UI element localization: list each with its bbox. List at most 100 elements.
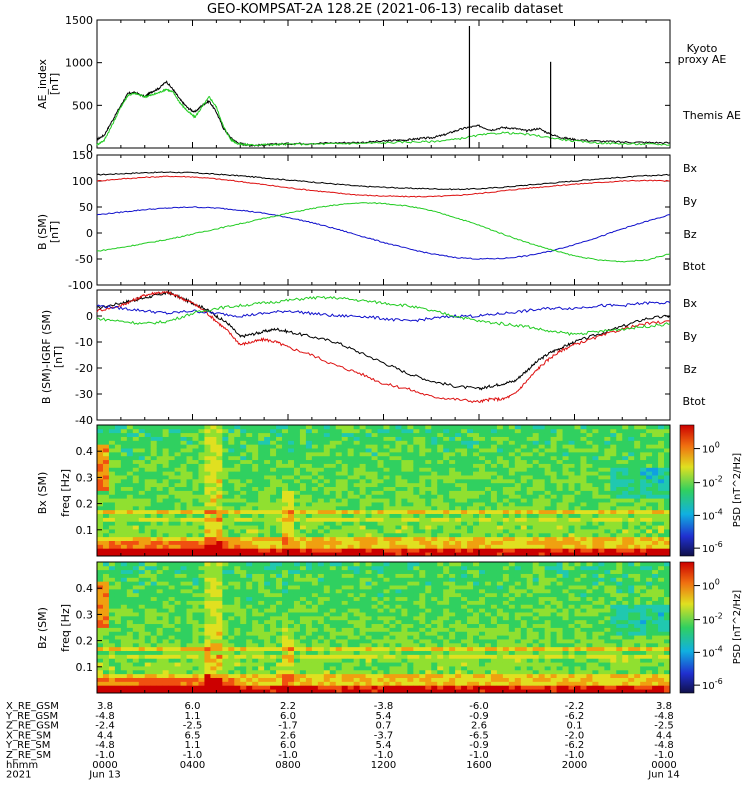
heatmap-cell	[341, 650, 349, 655]
heatmap-cell	[264, 565, 271, 571]
heatmap-cell	[102, 425, 110, 430]
heatmap-cell	[538, 451, 546, 457]
heatmap-cell	[282, 619, 289, 625]
heatmap-cell	[544, 471, 552, 476]
heatmap-cell	[162, 525, 170, 530]
heatmap-cell	[640, 448, 647, 453]
heatmap-cell	[347, 448, 355, 453]
heatmap-cell	[479, 451, 486, 457]
heatmap-cell	[347, 440, 355, 445]
heatmap-cell	[192, 471, 199, 476]
heatmap-cell	[443, 440, 450, 445]
heatmap-cell	[186, 451, 193, 457]
heatmap-cell	[443, 544, 450, 549]
bsm-legend-by: By	[683, 195, 698, 208]
heatmap-cell	[246, 467, 253, 472]
colorbar-tick-label: 100	[702, 441, 720, 456]
heatmap-cell	[228, 685, 235, 690]
heatmap-cell	[383, 540, 390, 545]
heatmap-cell	[288, 432, 295, 437]
heatmap-cell	[401, 525, 408, 530]
heatmap-cell	[216, 455, 223, 461]
heatmap-cell	[323, 650, 331, 655]
heatmap-cell	[114, 494, 122, 499]
heatmap-cell	[484, 544, 492, 549]
heatmap-cell	[228, 627, 235, 632]
heatmap-cell	[371, 498, 378, 503]
heatmap-cell	[586, 490, 593, 495]
heatmap-cell	[544, 548, 552, 553]
heatmap-cell	[443, 482, 450, 488]
heatmap-cell	[114, 600, 122, 605]
heatmap-cell	[228, 517, 235, 522]
heatmap-cell	[156, 440, 164, 445]
heatmap-cell	[216, 650, 223, 655]
heatmap-cell	[413, 436, 420, 441]
heatmap-cell	[652, 455, 659, 461]
heatmap-cell	[341, 529, 349, 534]
heatmap-cell	[353, 529, 361, 534]
heatmap-cell	[150, 562, 158, 567]
heatmap-cell	[335, 451, 343, 457]
heatmap-cell	[335, 596, 343, 601]
heatmap-cell	[192, 502, 199, 507]
heatmap-cell	[168, 689, 175, 694]
heatmap-cell	[586, 463, 593, 468]
heatmap-cell	[168, 619, 175, 625]
heatmap-cell	[288, 463, 295, 468]
heatmap-cell	[246, 471, 253, 476]
heatmap-cell	[288, 448, 295, 453]
heatmap-cell	[592, 451, 599, 457]
heatmap-cell	[282, 642, 289, 648]
heatmap-cell	[556, 517, 563, 522]
heatmap-cell	[252, 588, 259, 594]
heatmap-cell	[490, 502, 498, 507]
heatmap-cell	[622, 502, 629, 507]
heatmap-cell	[407, 525, 414, 530]
heatmap-cell	[252, 475, 259, 480]
heatmap-cell	[216, 623, 223, 628]
heatmap-cell	[550, 463, 557, 468]
heatmap-cell	[108, 631, 116, 636]
heatmap-cell	[258, 565, 265, 571]
heatmap-cell	[538, 498, 546, 503]
heatmap-cell	[138, 654, 146, 659]
heatmap-cell	[228, 592, 235, 598]
heatmap-cell	[496, 436, 504, 441]
heatmap-cell	[580, 525, 587, 530]
heatmap-cell	[216, 615, 223, 621]
heatmap-cell	[246, 685, 253, 690]
heatmap-cell	[234, 505, 241, 511]
heatmap-cell	[610, 517, 617, 522]
heatmap-cell	[162, 650, 170, 655]
heatmap-cell	[484, 548, 492, 553]
heatmap-cell	[401, 540, 408, 545]
heatmap-cell	[204, 608, 211, 613]
heatmap-cell	[598, 498, 605, 503]
heatmap-cell	[473, 552, 480, 557]
heatmap-cell	[120, 615, 128, 621]
heatmap-cell	[174, 685, 181, 690]
heatmap-cell	[592, 521, 599, 526]
heatmap-cell	[305, 681, 313, 686]
heatmap-cell	[329, 440, 337, 445]
heatmap-cell	[210, 612, 217, 617]
y-tick-label: 1500	[65, 14, 93, 27]
heatmap-cell	[299, 627, 307, 632]
heatmap-cell	[293, 581, 301, 586]
heatmap-cell	[508, 513, 516, 518]
heatmap-cell	[437, 517, 444, 522]
heatmap-cell	[180, 451, 187, 457]
heatmap-cell	[305, 627, 313, 632]
heatmap-cell	[610, 540, 617, 545]
heatmap-cell	[449, 475, 456, 480]
heatmap-cell	[216, 517, 223, 522]
heatmap-cell	[395, 529, 402, 534]
heatmap-cell	[282, 631, 289, 636]
heatmap-cell	[240, 525, 247, 530]
heatmap-cell	[108, 615, 116, 621]
heatmap-cell	[204, 615, 211, 621]
heatmap-cell	[186, 463, 193, 468]
heatmap-cell	[490, 448, 498, 453]
heatmap-cell	[97, 689, 104, 694]
